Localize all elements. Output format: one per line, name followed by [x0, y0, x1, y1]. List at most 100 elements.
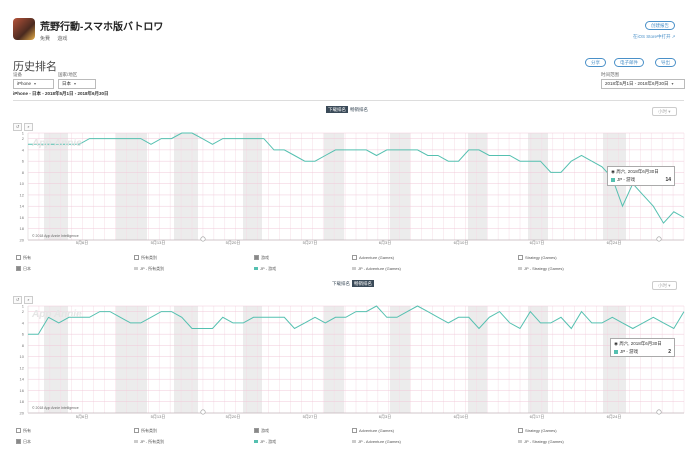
price-label: 免費 [40, 36, 51, 42]
legend-series-strategy[interactable]: JP - Strategy (Games) [518, 266, 564, 271]
x-tick-label: 5月13日 [151, 414, 166, 419]
weekend-band [603, 133, 626, 240]
range-handle-left [200, 409, 206, 415]
legend-filter-games[interactable]: 游戏 [254, 428, 269, 434]
x-tick-label: 5月6日 [76, 414, 88, 419]
series-line-games [28, 305, 685, 335]
x-tick-label: 5月6日 [76, 240, 88, 245]
x-tick-label: 5月20日 [226, 414, 241, 419]
country-label: 国家/地区 [58, 72, 78, 77]
globe-icon: ◉ [614, 341, 618, 346]
legend-filter-strategy[interactable]: Strategy (Games) [518, 255, 557, 261]
y-tick-label: 1 [22, 131, 25, 136]
date-range-select[interactable]: 2018年5月1日 - 2018年6月30日 ▾ [601, 79, 685, 89]
rank-type-toggle[interactable]: 下载排名 畅销排名 [326, 106, 370, 113]
grossing-rank-tab[interactable]: 畅销排名 [352, 280, 374, 287]
weekend-band [174, 306, 198, 413]
device-label: 设备 [13, 72, 22, 77]
legend-filter-adventure[interactable]: Adventure (Games) [352, 255, 394, 261]
watermark-logo: App Annie [32, 309, 82, 320]
category-label: 遊戏 [57, 36, 68, 42]
x-tick-label: 6月24日 [607, 240, 622, 245]
downloads-rank-tab[interactable]: 下载排名 [326, 106, 348, 113]
y-tick-label: 20 [20, 411, 25, 416]
legend-series-games[interactable]: JP - 游戏 [254, 266, 276, 272]
app-subtitle: 免費 遊戏 [40, 35, 73, 42]
weekend-band [528, 306, 548, 413]
downloads-rank-tab[interactable]: 下载排名 [332, 281, 350, 286]
x-tick-label: 6月3日 [379, 414, 391, 419]
weekend-band [603, 306, 626, 413]
x-tick-label: 6月3日 [379, 240, 391, 245]
globe-icon: ◉ [611, 169, 615, 174]
weekend-band [390, 306, 410, 413]
x-tick-label: 5月20日 [226, 240, 241, 245]
copyright: © 2018 App Annie Intelligence [32, 406, 79, 410]
device-select[interactable]: iPhone ▾ [13, 79, 54, 89]
weekend-band [528, 133, 548, 240]
weekend-band [116, 133, 147, 240]
weekend-band [116, 306, 147, 413]
legend-series-games[interactable]: JP - 游戏 [254, 439, 276, 445]
create-report-button[interactable]: 创建报告 [645, 21, 675, 30]
hourly-mode-button[interactable]: 小时 ▾ [652, 281, 677, 290]
y-tick-label: 6 [22, 159, 25, 164]
hourly-mode-button[interactable]: 小时 ▾ [652, 107, 677, 116]
zoom-icon[interactable]: ⌕ [24, 296, 33, 304]
y-tick-label: 12 [20, 192, 25, 197]
zoom-icon[interactable]: ⌕ [24, 123, 33, 131]
weekend-band [44, 306, 68, 413]
chart-tooltip: ◉ 周六, 2018年6月30日 JP - 游戏 2 [610, 338, 675, 357]
zoom-reset-icon[interactable]: ↺ [13, 123, 22, 131]
legend-filter-all-categories[interactable]: 所有类别 [134, 255, 157, 261]
y-tick-label: 10 [20, 181, 25, 186]
y-tick-label: 2 [22, 136, 25, 141]
legend-series-adventure[interactable]: JP - Adventure (Games) [352, 266, 401, 271]
y-tick-label: 18 [20, 399, 25, 404]
y-tick-label: 4 [22, 147, 25, 152]
legend-series-japan[interactable]: 日本 [16, 439, 31, 445]
legend-filter-games[interactable]: 游戏 [254, 255, 269, 261]
share-button[interactable]: 分享 [585, 58, 606, 67]
email-report-button[interactable]: 电子邮件 [614, 58, 644, 67]
y-tick-label: 6 [22, 332, 25, 337]
y-tick-label: 8 [22, 343, 25, 348]
export-button[interactable]: 导出 [655, 58, 676, 67]
range-handle-left [200, 236, 206, 242]
weekend-band [468, 133, 487, 240]
zoom-reset-icon[interactable]: ↺ [13, 296, 22, 304]
app-title: 荒野行動-スマホ版バトロワ [40, 22, 164, 33]
weekend-band [390, 133, 410, 240]
weekend-band [468, 306, 487, 413]
y-tick-label: 10 [20, 354, 25, 359]
filter-summary: iPhone - 日本 - 2018年5月1日 - 2018年6月30日 [13, 91, 109, 96]
x-tick-label: 6月10日 [454, 240, 469, 245]
y-tick-label: 12 [20, 365, 25, 370]
weekend-band [174, 133, 198, 240]
legend-series-adventure[interactable]: JP - Adventure (Games) [352, 439, 401, 444]
legend-filter-strategy[interactable]: Strategy (Games) [518, 428, 557, 434]
legend-series-all-categories[interactable]: JP - 所有类别 [134, 266, 164, 272]
rank-type-toggle[interactable]: 下载排名 畅销排名 [330, 280, 374, 287]
y-tick-label: 4 [22, 320, 25, 325]
y-tick-label: 14 [20, 377, 25, 382]
chevron-down-icon: ▾ [74, 81, 77, 86]
legend-series-japan[interactable]: 日本 [16, 266, 31, 272]
legend-series-all-categories[interactable]: JP - 所有类别 [134, 439, 164, 445]
x-tick-label: 6月17日 [530, 240, 545, 245]
legend-filter-all[interactable]: 所有 [16, 428, 31, 434]
country-select[interactable]: 日本 ▾ [58, 79, 96, 89]
external-link-icon: ↗ [671, 34, 676, 39]
watermark-logo: App Annie [32, 138, 82, 149]
grossing-rank-tab[interactable]: 畅销排名 [350, 107, 368, 112]
y-tick-label: 1 [22, 304, 25, 309]
legend-filter-all[interactable]: 所有 [16, 255, 31, 261]
range-handle-right [656, 236, 662, 242]
legend-series-strategy[interactable]: JP - Strategy (Games) [518, 439, 564, 444]
legend-filter-all-categories[interactable]: 所有类别 [134, 428, 157, 434]
x-tick-label: 5月27日 [303, 414, 318, 419]
legend-filter-adventure[interactable]: Adventure (Games) [352, 428, 394, 434]
divider [13, 100, 684, 101]
open-ios-store-link[interactable]: 在iOS Store中打开 ↗ [633, 34, 676, 39]
